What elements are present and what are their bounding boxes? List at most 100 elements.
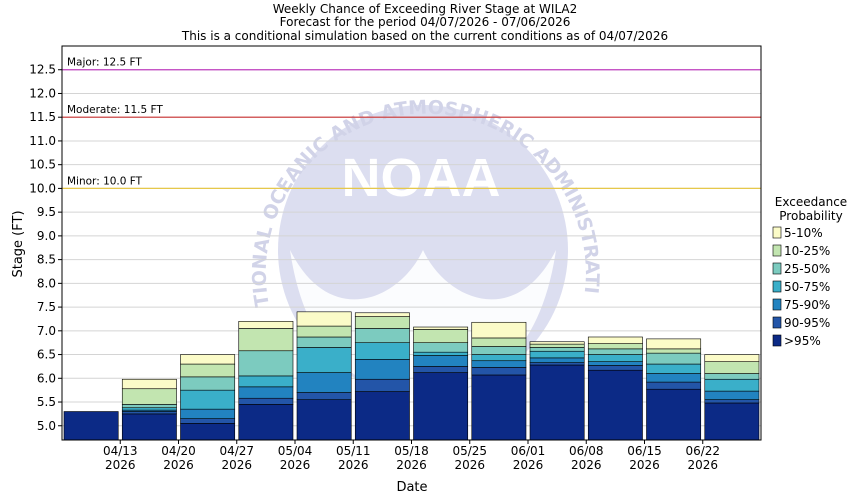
legend-label: 10-25% (784, 244, 830, 258)
bar-stack (646, 338, 702, 441)
x-tick-year: 2026 (571, 458, 602, 472)
bar-segment (238, 321, 294, 329)
threshold-label: Minor: 10.0 FT (67, 175, 143, 187)
bar-segment (587, 369, 643, 441)
threshold-label: Moderate: 11.5 FT (67, 104, 163, 116)
legend: Exceedance Probability 5-10% 10-25% 25-50%… (772, 195, 847, 348)
legend-item: 90-95% (772, 316, 830, 330)
legend-item: >95% (772, 334, 821, 348)
bar-segment (180, 418, 236, 424)
bar-segment (63, 411, 119, 441)
bar-segment (296, 336, 352, 348)
legend-item: 25-50% (772, 262, 830, 276)
bar-stack (238, 321, 294, 441)
bar-segment (180, 389, 236, 410)
bar-segment (529, 341, 585, 345)
bar-segment (471, 354, 527, 362)
bar-segment (529, 343, 585, 348)
bar-segment (296, 325, 352, 338)
bar-segment (180, 376, 236, 391)
bar-segment (354, 359, 410, 380)
bar-segment (587, 365, 643, 371)
legend-item: 75-90% (772, 298, 830, 312)
bar-stack (63, 411, 119, 441)
x-tick-label: 05/04 (278, 444, 313, 458)
x-tick-label: 06/22 (685, 444, 720, 458)
bar-segment (529, 364, 585, 441)
bar-segment (529, 347, 585, 352)
legend-label: >95% (784, 334, 821, 348)
bar-segment (471, 374, 527, 441)
bar-segment (180, 408, 236, 419)
bar-segment (471, 321, 527, 339)
x-tick-year: 2026 (163, 458, 194, 472)
bar-segment (646, 338, 702, 350)
legend-items: 5-10% 10-25% 25-50% 50-75% 75-90% 90-95% >95% (772, 226, 830, 348)
bar-segment (238, 397, 294, 405)
bar-segment (471, 367, 527, 376)
x-axis-label: Date (396, 480, 427, 495)
y-tick-label: 9.0 (37, 229, 56, 243)
bar-segment (646, 363, 702, 374)
bar-segment (646, 348, 702, 354)
chart-title-line-3: This is a conditional simulation based o… (181, 29, 668, 43)
bar-segment (238, 386, 294, 399)
bar-stack (587, 336, 643, 441)
bar-stack (413, 326, 469, 441)
x-tick-label: 04/27 (219, 444, 254, 458)
bar-segment (646, 388, 702, 441)
bar-segment (646, 381, 702, 390)
x-tick-year: 2026 (513, 458, 544, 472)
bar-segment (704, 378, 760, 392)
bar-segment (413, 326, 469, 330)
chart-title-line-2: Forecast for the period 04/07/2026 - 07/… (280, 15, 571, 29)
bar-segment (180, 423, 236, 441)
legend-swatch (772, 226, 782, 239)
x-tick-label: 05/25 (452, 444, 487, 458)
bar-segment (121, 378, 177, 390)
bar-segment (587, 361, 643, 366)
y-tick-label: 10.0 (29, 181, 56, 195)
x-tick-year: 2026 (629, 458, 660, 472)
legend-title-line-1: Exceedance (775, 195, 847, 209)
bar-segment (587, 348, 643, 355)
x-tick-label: 05/11 (336, 444, 371, 458)
bar-segment (529, 362, 585, 366)
bar-segment (529, 350, 585, 359)
y-axis-label: Stage (FT) (11, 210, 26, 277)
bar-segment (413, 342, 469, 353)
legend-swatch (772, 334, 782, 347)
x-tick-year: 2026 (105, 458, 136, 472)
legend-swatch (772, 244, 782, 257)
bar-segment (296, 392, 352, 400)
y-tick-label: 12.0 (29, 86, 56, 100)
legend-label: 75-90% (784, 298, 830, 312)
bar-stack (121, 378, 177, 441)
bar-segment (296, 372, 352, 393)
y-tick-label: 9.5 (37, 205, 56, 219)
legend-label: 5-10% (784, 226, 823, 240)
y-tick-label: 12.5 (29, 63, 56, 77)
threshold-lines: Major: 12.5 FT Moderate: 11.5 FT Minor: 10… (62, 57, 761, 190)
x-axis-ticks: 04/13202604/20202604/27202605/04202605/1… (103, 440, 720, 472)
legend-swatch (772, 280, 782, 293)
bar-stack (354, 312, 410, 441)
legend-title-line-2: Probability (779, 209, 842, 223)
bar-segment (354, 316, 410, 329)
bar-segment (471, 337, 527, 347)
bar-segment (704, 373, 760, 380)
y-tick-label: 6.0 (37, 371, 56, 385)
bar-segment (704, 354, 760, 362)
legend-label: 50-75% (784, 280, 830, 294)
bars (63, 311, 760, 441)
bar-segment (121, 404, 177, 409)
bar-segment (354, 312, 410, 317)
x-tick-year: 2026 (687, 458, 718, 472)
bar-segment (704, 402, 760, 441)
legend-swatch (772, 316, 782, 329)
bar-segment (354, 391, 410, 441)
bar-segment (471, 360, 527, 368)
bar-segment (704, 399, 760, 404)
bar-segment (121, 411, 177, 415)
bar-stack (471, 321, 527, 441)
